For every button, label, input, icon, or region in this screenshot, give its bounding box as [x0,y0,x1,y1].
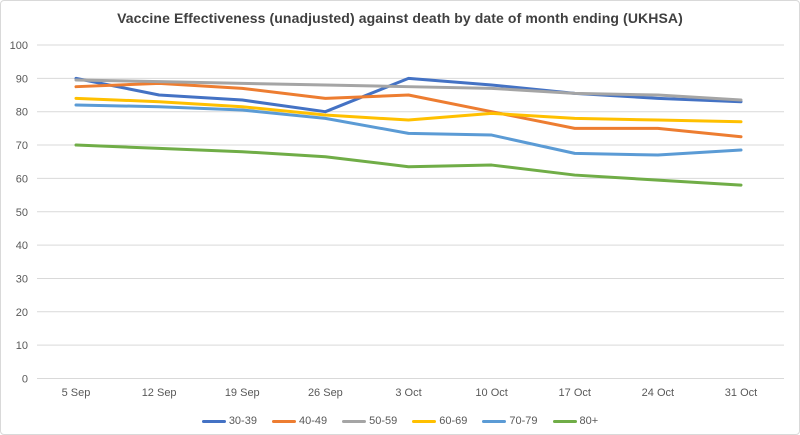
series-line-60-69 [74,96,743,124]
x-tick-label: 17 Oct [559,387,591,399]
legend-label: 60-69 [439,415,468,427]
legend-item-60-69[interactable]: 60-69 [412,415,467,427]
chart-legend: 30-39 40-49 50-59 60-69 70-79 80+ [1,415,799,427]
x-tick-label: 26 Sep [308,387,343,399]
legend-label: 50-59 [369,415,398,427]
y-tick-label: 90 [16,73,28,85]
series-line-50-59 [74,78,743,102]
series-line-80+ [74,143,743,187]
legend-item-40-49[interactable]: 40-49 [271,415,328,427]
legend-label: 70-79 [509,415,538,427]
x-tick-label: 10 Oct [475,387,507,399]
legend-label: 40-49 [298,415,328,427]
series-line-40-49 [74,81,743,139]
legend-marker-60-69 [412,419,437,423]
legend-marker-50-59 [342,419,367,423]
legend-item-80+[interactable]: 80+ [552,415,599,427]
y-tick-label: 80 [16,107,28,119]
series-line-70-79 [74,103,743,157]
x-tick-label: 31 Oct [725,387,757,399]
y-tick-label: 70 [16,140,28,152]
legend-label: 30-39 [228,415,257,427]
x-tick-label: 5 Sep [62,387,91,399]
x-tick-label: 3 Oct [395,387,421,399]
x-tick-label: 12 Sep [142,387,177,399]
series-line-30-39 [74,76,743,114]
y-tick-label: 50 [16,207,28,219]
legend-label: 80+ [579,415,599,427]
y-tick-label: 0 [22,374,28,386]
y-tick-label: 10 [16,340,28,352]
y-tick-label: 20 [16,307,28,319]
y-tick-label: 30 [16,273,28,285]
legend-marker-40-49 [271,419,296,423]
legend-item-30-39[interactable]: 30-39 [201,415,257,427]
legend-marker-80+ [552,419,577,423]
legend-marker-30-39 [201,419,226,423]
legend-item-70-79[interactable]: 70-79 [482,415,538,427]
x-tick-label: 24 Oct [642,387,674,399]
legend-marker-70-79 [482,419,507,423]
y-tick-label: 60 [16,173,28,185]
y-tick-label: 40 [16,240,28,252]
x-tick-label: 19 Sep [225,387,260,399]
legend-item-50-59[interactable]: 50-59 [342,415,397,427]
chart-title: Vaccine Effectiveness (unadjusted) again… [117,10,683,26]
y-tick-label: 100 [10,40,28,52]
